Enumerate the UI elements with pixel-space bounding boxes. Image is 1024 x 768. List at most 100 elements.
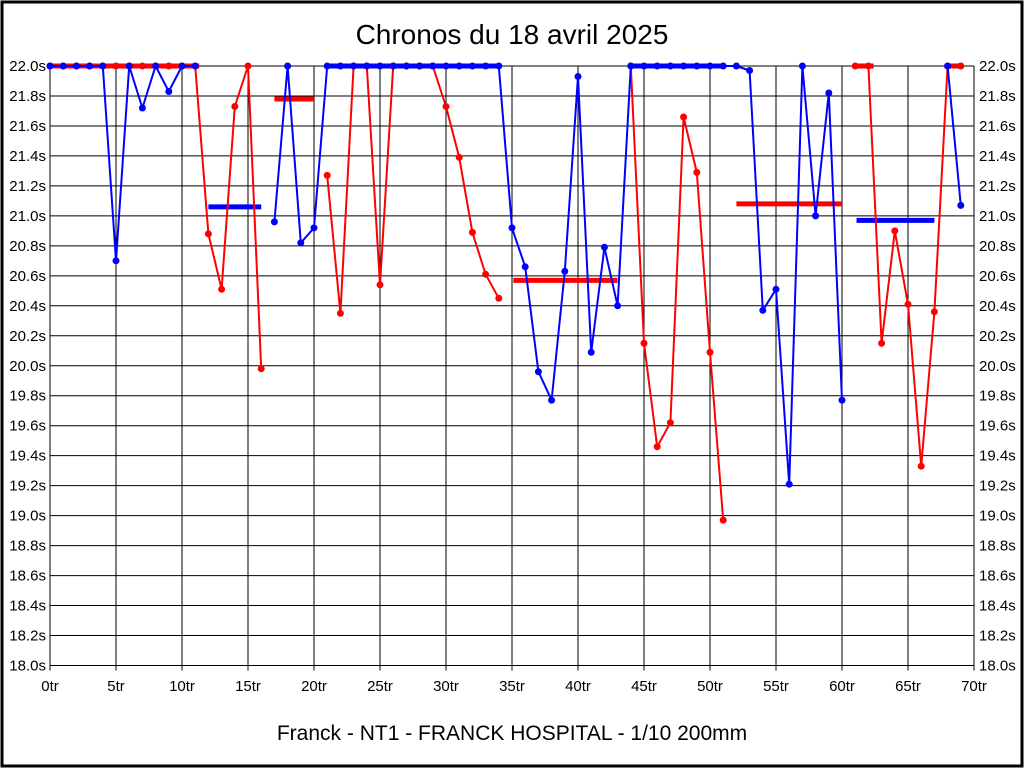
data-point-blue — [627, 62, 635, 70]
x-tick-label: 25tr — [367, 678, 393, 695]
data-point-red — [878, 339, 886, 347]
data-point-blue — [825, 89, 833, 97]
data-point-red — [138, 62, 146, 70]
y-tick-label-left: 19.2s — [9, 478, 46, 495]
y-tick-label-right: 21.2s — [979, 178, 1016, 195]
y-tick-label-right: 18.6s — [979, 568, 1016, 585]
x-tick-label: 60tr — [829, 678, 855, 695]
data-point-red — [680, 113, 688, 121]
y-tick-label-left: 18.4s — [9, 598, 46, 615]
data-point-blue — [574, 73, 582, 80]
data-point-red — [468, 228, 476, 236]
y-tick-label-left: 20.8s — [9, 238, 46, 255]
data-point-blue — [284, 62, 292, 70]
data-point-blue — [508, 224, 516, 232]
data-point-blue — [944, 62, 952, 70]
data-point-blue — [759, 306, 767, 314]
data-point-red — [851, 62, 859, 70]
data-point-blue — [640, 62, 648, 70]
data-point-red — [455, 153, 463, 161]
data-point-blue — [600, 243, 608, 251]
y-tick-label-left: 19.4s — [9, 448, 46, 465]
data-point-red — [442, 103, 450, 110]
data-point-blue — [587, 348, 595, 356]
y-tick-label-left: 21.0s — [9, 208, 46, 225]
data-point-red — [719, 516, 727, 524]
y-tick-label-left: 18.6s — [9, 568, 46, 585]
y-tick-label-right: 19.2s — [979, 478, 1016, 495]
data-point-blue — [336, 62, 344, 70]
y-tick-label-right: 18.8s — [979, 538, 1016, 555]
x-tick-label: 65tr — [895, 678, 921, 695]
data-point-blue — [680, 62, 688, 70]
data-point-blue — [495, 62, 503, 70]
y-tick-label-right: 18.0s — [979, 658, 1016, 675]
x-tick-label: 70tr — [961, 678, 987, 695]
data-point-red — [218, 285, 226, 293]
data-point-red — [904, 300, 912, 308]
y-tick-label-right: 19.8s — [979, 388, 1016, 405]
y-tick-label-right: 21.6s — [979, 118, 1016, 135]
y-tick-label-left: 20.0s — [9, 358, 46, 375]
x-tick-label: 20tr — [301, 678, 327, 695]
x-tick-label: 50tr — [697, 678, 723, 695]
data-point-red — [482, 270, 490, 278]
y-tick-label-right: 19.4s — [979, 448, 1016, 465]
data-point-blue — [323, 62, 331, 70]
series-line-red — [629, 65, 725, 521]
data-point-red — [204, 230, 212, 238]
data-point-blue — [706, 62, 714, 70]
series-layer — [46, 62, 965, 524]
data-point-blue — [442, 62, 450, 70]
y-tick-label-left: 20.4s — [9, 298, 46, 315]
y-tick-label-right: 19.6s — [979, 418, 1016, 435]
series-line-blue — [946, 65, 962, 206]
data-point-red — [244, 62, 252, 70]
data-point-blue — [666, 62, 674, 70]
y-tick-label-left: 22.0s — [9, 58, 46, 75]
data-point-blue — [389, 62, 397, 70]
data-point-red — [666, 419, 674, 427]
data-point-blue — [798, 62, 806, 70]
data-point-blue — [468, 62, 476, 70]
data-point-blue — [482, 62, 490, 70]
data-point-blue — [125, 62, 133, 70]
y-tick-label-right: 22.0s — [979, 58, 1016, 75]
x-tick-label: 5tr — [107, 678, 125, 695]
data-point-red — [706, 348, 714, 356]
y-tick-label-left: 18.0s — [9, 658, 46, 675]
data-point-blue — [46, 62, 54, 70]
x-tick-label: 40tr — [565, 678, 591, 695]
data-point-red — [653, 443, 661, 451]
y-tick-label-right: 20.6s — [979, 268, 1016, 285]
data-point-blue — [455, 62, 463, 70]
data-point-blue — [350, 62, 358, 70]
y-tick-label-left: 19.8s — [9, 388, 46, 405]
y-tick-label-right: 18.2s — [979, 628, 1016, 645]
data-point-blue — [363, 62, 371, 70]
y-tick-label-left: 19.6s — [9, 418, 46, 435]
data-point-red — [640, 339, 648, 347]
x-tick-label: 0tr — [41, 678, 59, 695]
data-point-red — [165, 62, 173, 70]
data-point-blue — [297, 239, 305, 247]
y-tick-label-right: 21.0s — [979, 208, 1016, 225]
chart-title: Chronos du 18 avril 2025 — [356, 19, 669, 50]
y-tick-label-left: 21.4s — [9, 148, 46, 165]
y-tick-label-left: 20.6s — [9, 268, 46, 285]
y-tick-label-right: 19.0s — [979, 508, 1016, 525]
data-point-red — [864, 62, 872, 70]
data-point-blue — [838, 396, 846, 404]
data-point-blue — [59, 62, 67, 70]
y-tick-label-right: 18.4s — [979, 598, 1016, 615]
x-tick-label: 55tr — [763, 678, 789, 695]
y-tick-label-right: 20.2s — [979, 328, 1016, 345]
data-point-blue — [270, 218, 278, 226]
data-point-red — [891, 227, 899, 235]
data-point-blue — [548, 396, 556, 404]
x-tick-label: 35tr — [499, 678, 525, 695]
data-point-blue — [732, 62, 740, 70]
data-point-blue — [785, 480, 793, 488]
